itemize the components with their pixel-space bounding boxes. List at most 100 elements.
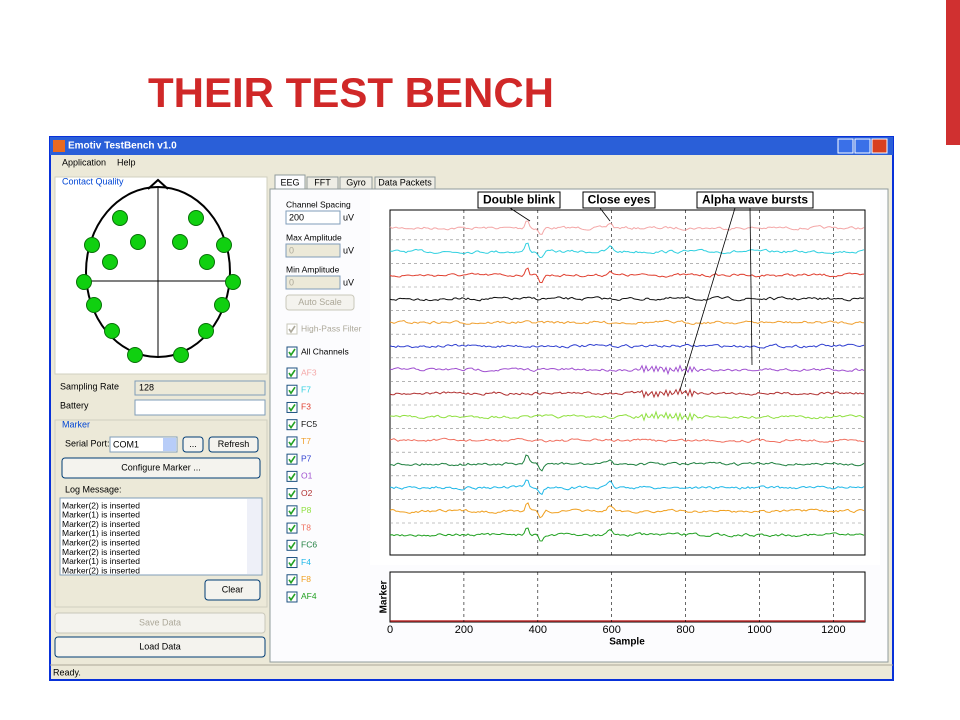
- log-line: Marker(2) is inserted: [62, 565, 140, 575]
- save-button-label: Save Data: [139, 617, 181, 627]
- eeg-trace: [389, 479, 865, 496]
- checkbox[interactable]: [286, 522, 298, 534]
- eeg-trace: [389, 319, 865, 325]
- check-mark: [288, 541, 296, 550]
- electrode: [199, 254, 215, 270]
- checkbox-label: AF4: [301, 591, 317, 601]
- checkbox[interactable]: [286, 453, 298, 465]
- checkbox[interactable]: [286, 384, 298, 396]
- check-mark: [288, 524, 296, 533]
- clear-button-label: Clear: [222, 584, 244, 594]
- check-mark: [288, 593, 296, 602]
- electrode: [104, 323, 120, 339]
- eeg-trace: [389, 364, 865, 376]
- refresh-button[interactable]: [208, 436, 259, 453]
- log-line: Marker(2) is inserted: [62, 500, 140, 510]
- annotation: Close eyes: [588, 193, 651, 207]
- unit-label: uV: [343, 245, 354, 255]
- annotation-pointer: [679, 207, 736, 391]
- min-box: [285, 275, 341, 290]
- eeg-trace: [389, 343, 865, 349]
- configure-button[interactable]: [61, 457, 261, 479]
- checkbox[interactable]: [286, 401, 298, 413]
- field-label: Log Message:: [65, 484, 122, 494]
- maximize-button[interactable]: [854, 138, 871, 154]
- annotation: Alpha wave bursts: [702, 193, 808, 207]
- nose: [147, 178, 169, 190]
- checkbox[interactable]: [286, 539, 298, 551]
- close-button[interactable]: [871, 138, 888, 154]
- eeg-plot: [389, 209, 866, 556]
- checkbox[interactable]: [286, 436, 298, 448]
- field-value: 0: [289, 277, 294, 287]
- field-value: 200: [289, 212, 304, 222]
- checkbox[interactable]: [286, 419, 298, 431]
- browse-button[interactable]: [182, 436, 204, 453]
- check-mark: [288, 348, 296, 357]
- electrode: [188, 210, 204, 226]
- load-button[interactable]: [54, 636, 266, 658]
- window-title: Emotiv TestBench v1.0: [68, 141, 177, 152]
- checkbox-label: P8: [301, 505, 312, 515]
- annotation-box: [477, 191, 561, 209]
- field-value: COM1: [113, 439, 139, 449]
- check-mark: [288, 386, 296, 395]
- checkbox[interactable]: [286, 470, 298, 482]
- checkbox-label: High-Pass Filter: [301, 323, 362, 333]
- x-tick-label: 1200: [821, 624, 845, 636]
- checkbox[interactable]: [286, 574, 298, 586]
- checkbox[interactable]: [286, 367, 298, 379]
- menu-item: Application: [62, 157, 106, 167]
- checkbox[interactable]: [286, 488, 298, 500]
- electrode: [214, 297, 230, 313]
- checkbox[interactable]: [286, 591, 298, 603]
- electrode: [130, 234, 146, 250]
- combo-arrow: [163, 438, 176, 451]
- tab[interactable]: [374, 176, 436, 190]
- log-line: Marker(1) is inserted: [62, 510, 140, 520]
- marker-group: [54, 419, 268, 608]
- marker-plot: [389, 571, 866, 623]
- checkbox-label: All Channels: [301, 346, 349, 356]
- log-box: [59, 497, 263, 576]
- tab[interactable]: [339, 176, 373, 190]
- tab-label: EEG: [280, 177, 299, 187]
- max-box: [285, 243, 341, 258]
- tab[interactable]: [274, 174, 306, 190]
- tab[interactable]: [306, 176, 339, 190]
- field-value: 128: [139, 382, 154, 392]
- checkbox-label: O2: [301, 488, 313, 498]
- eeg-trace: [389, 454, 865, 472]
- checkbox[interactable]: [286, 557, 298, 569]
- electrode: [86, 297, 102, 313]
- group-label: Contact Quality: [62, 176, 124, 186]
- electrode: [84, 237, 100, 253]
- electrode: [216, 237, 232, 253]
- eeg-trace: [389, 502, 865, 519]
- clear-button[interactable]: [204, 579, 261, 601]
- checkbox[interactable]: [286, 346, 298, 358]
- annotation-pointer: [749, 207, 753, 366]
- y-axis-label: Marker: [379, 581, 390, 614]
- electrode: [173, 347, 189, 363]
- menu-item: Help: [117, 157, 136, 167]
- log-line: Marker(1) is inserted: [62, 556, 140, 566]
- electrode: [112, 210, 128, 226]
- minimize-button[interactable]: [837, 138, 854, 154]
- check-mark: [288, 369, 296, 378]
- x-tick-label: 600: [603, 624, 621, 636]
- tab-label: Data Packets: [378, 177, 432, 187]
- load-button-label: Load Data: [139, 641, 181, 651]
- checkbox-label: T7: [301, 436, 311, 446]
- annotation-box: [696, 191, 814, 209]
- check-mark: [288, 404, 296, 412]
- checkbox[interactable]: [286, 505, 298, 517]
- title-bar: [50, 137, 893, 155]
- spacing-spin[interactable]: [285, 210, 341, 225]
- port-combo[interactable]: [109, 436, 178, 453]
- log-scrollbar: [247, 499, 261, 574]
- checkbox-label: T8: [301, 522, 311, 532]
- annotation: Double blink: [483, 193, 555, 207]
- check-mark: [288, 490, 296, 499]
- checkbox-label: AF3: [301, 367, 317, 377]
